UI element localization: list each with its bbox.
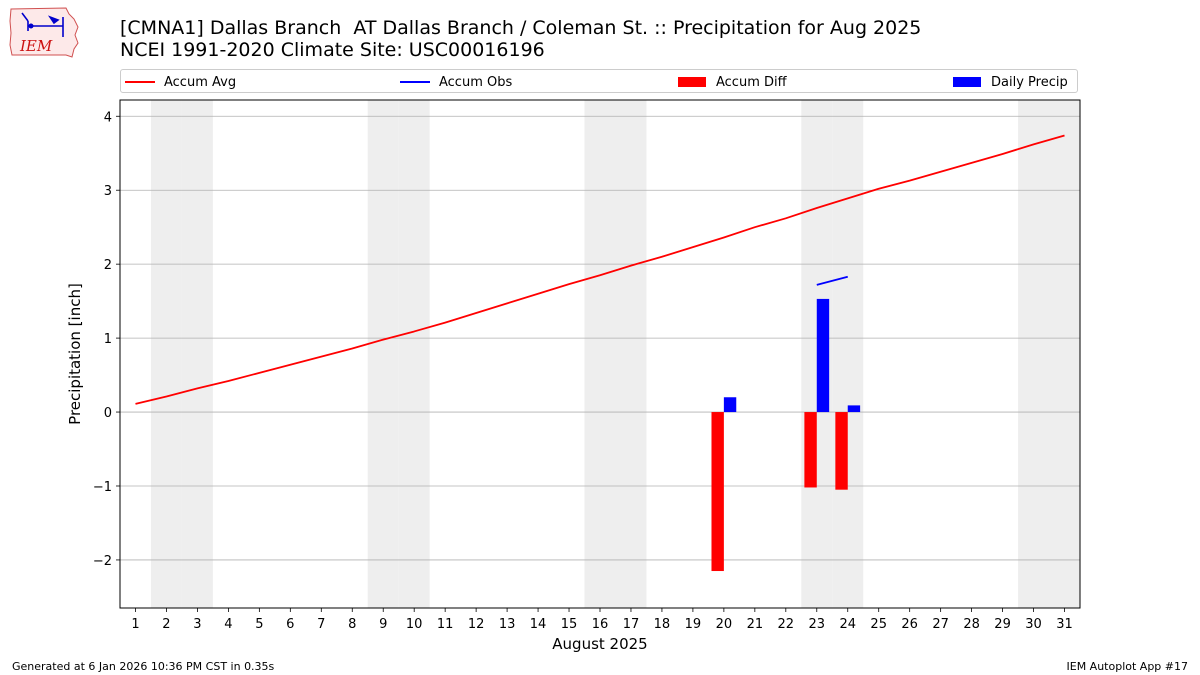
xtick-label-18: 18	[654, 617, 671, 632]
xtick-label-23: 23	[809, 617, 826, 632]
ytick-label--2: −2	[93, 554, 112, 569]
xtick-label-20: 20	[716, 617, 733, 632]
ytick-label-1: 1	[104, 332, 112, 347]
xtick-label-19: 19	[685, 617, 702, 632]
xtick-label-3: 3	[193, 617, 201, 632]
xtick-label-31: 31	[1056, 617, 1073, 632]
legend-swatch-daily-precip	[953, 77, 981, 87]
xtick-label-17: 17	[623, 617, 640, 632]
daily-precip-bar-day-20	[723, 397, 737, 413]
xtick-label-6: 6	[286, 617, 294, 632]
legend-label-accum-obs: Accum Obs	[439, 74, 513, 90]
generated-timestamp: Generated at 6 Jan 2026 10:36 PM CST in …	[12, 660, 275, 673]
ytick-label-4: 4	[104, 110, 112, 125]
legend-swatch-accum-avg	[125, 81, 155, 83]
weekend-shading	[150, 100, 1080, 608]
weekend-shade-day-2	[150, 100, 182, 608]
logo-text: IEM	[19, 37, 53, 55]
grid-lines	[120, 115, 1080, 561]
xtick-label-12: 12	[468, 617, 485, 632]
legend-item-accum-obs: Accum Obs	[400, 73, 512, 91]
xtick-label-2: 2	[162, 617, 170, 632]
xtick-label-30: 30	[1025, 617, 1042, 632]
xtick-label-1: 1	[131, 617, 139, 632]
xtick-label-27: 27	[932, 617, 949, 632]
app-credit: IEM Autoplot App #17	[1066, 660, 1189, 673]
xtick-label-24: 24	[839, 617, 856, 632]
xtick-label-15: 15	[561, 617, 578, 632]
legend-label-accum-avg: Accum Avg	[164, 74, 237, 90]
xtick-label-8: 8	[348, 617, 356, 632]
chart-subtitle: NCEI 1991-2020 Climate Site: USC00016196	[120, 39, 545, 61]
daily-precip-bar-day-23	[816, 298, 830, 413]
xtick-label-25: 25	[870, 617, 887, 632]
xtick-label-22: 22	[778, 617, 795, 632]
xtick-label-11: 11	[437, 617, 454, 632]
legend-label-daily-precip: Daily Precip	[991, 74, 1068, 90]
xtick-label-28: 28	[963, 617, 980, 632]
daily-precip-bar-day-24	[847, 405, 861, 413]
xtick-label-10: 10	[406, 617, 423, 632]
xtick-label-29: 29	[994, 617, 1011, 632]
legend-swatch-accum-obs	[400, 81, 430, 83]
xtick-label-9: 9	[379, 617, 387, 632]
accum-diff-bar-day-23	[804, 412, 817, 488]
xtick-label-13: 13	[499, 617, 516, 632]
weekend-shade-day-16	[584, 100, 616, 608]
legend-label-accum-diff: Accum Diff	[716, 74, 787, 90]
plot-frame	[119, 99, 1081, 609]
ytick-label--1: −1	[93, 480, 112, 495]
xtick-label-26: 26	[901, 617, 918, 632]
legend-item-accum-diff: Accum Diff	[678, 73, 787, 91]
xtick-label-16: 16	[592, 617, 609, 632]
series-lines	[135, 134, 1065, 405]
weekend-shade-day-3	[181, 100, 213, 608]
weekend-shade-day-24	[832, 100, 864, 608]
x-axis-label: August 2025	[552, 635, 647, 653]
chart-legend: Accum Avg Accum Obs Accum Diff Daily Pre…	[120, 69, 1078, 93]
weekend-shade-day-17	[615, 100, 647, 608]
ytick-label-0: 0	[104, 406, 112, 421]
accum-avg-line	[135, 134, 1065, 405]
accum-diff-bar-day-24	[835, 412, 848, 490]
accum-obs-line	[816, 275, 848, 286]
xtick-label-7: 7	[317, 617, 325, 632]
xtick-label-14: 14	[530, 617, 547, 632]
xtick-label-5: 5	[255, 617, 263, 632]
accum-diff-bar-day-20	[711, 412, 724, 572]
iem-logo: IEM	[9, 7, 79, 58]
weekend-shade-day-10	[398, 100, 430, 608]
ytick-label-3: 3	[104, 184, 112, 199]
y-axis-label: Precipitation [inch]	[66, 283, 84, 425]
weekend-shade-day-9	[367, 100, 399, 608]
legend-swatch-accum-diff	[678, 77, 706, 87]
weather-station-icon	[21, 12, 64, 37]
sensor-dot	[28, 23, 34, 29]
legend-item-accum-avg: Accum Avg	[125, 73, 236, 91]
chart-title: [CMNA1] Dallas Branch AT Dallas Branch /…	[120, 17, 922, 39]
legend-item-daily-precip: Daily Precip	[953, 73, 1068, 91]
xtick-label-21: 21	[747, 617, 764, 632]
weekend-shade-day-30	[1018, 100, 1050, 608]
bars	[711, 298, 861, 572]
xtick-label-4: 4	[224, 617, 232, 632]
ytick-label-2: 2	[104, 258, 112, 273]
weekend-shade-day-31	[1049, 100, 1080, 608]
